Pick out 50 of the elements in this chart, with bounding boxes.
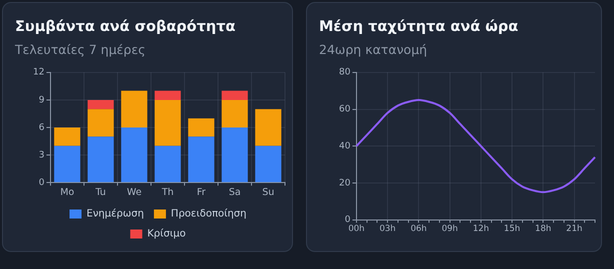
- x-tick-label: We: [126, 186, 142, 198]
- x-tick-label: Tu: [94, 186, 106, 198]
- bar: [188, 118, 214, 137]
- bar: [222, 90, 248, 100]
- bar: [54, 146, 80, 182]
- x-tick-label: Fr: [196, 186, 206, 198]
- y-tick-label: 80: [339, 68, 351, 78]
- y-tick-label: 0: [38, 178, 45, 188]
- x-tick-label: 12h: [472, 224, 490, 234]
- x-tick-label: 03h: [379, 224, 396, 234]
- chart-title: Συμβάντα ανά σοβαρότητα: [15, 19, 236, 35]
- y-tick-label: 20: [339, 178, 351, 188]
- bar: [222, 128, 248, 182]
- bar: [154, 90, 181, 100]
- bar: [222, 100, 248, 128]
- legend-label: Ενημέρωση: [86, 208, 144, 220]
- y-tick-label: 9: [38, 95, 45, 106]
- x-tick-label: 21h: [566, 224, 582, 234]
- y-tick-label: 0: [344, 215, 351, 226]
- x-tick-label: Sa: [228, 186, 241, 198]
- legend-label: Κρίσιμο: [147, 228, 186, 240]
- y-tick-label: 60: [339, 104, 351, 115]
- line-series: [355, 99, 596, 194]
- bar: [255, 146, 282, 182]
- y-tick-label: 3: [38, 150, 44, 160]
- bar: [154, 146, 181, 182]
- bar: [154, 100, 181, 146]
- x-tick-label: 15h: [504, 224, 520, 234]
- x-tick-label: Th: [160, 186, 174, 198]
- x-tick-label: 06h: [410, 224, 427, 234]
- bar: [121, 128, 148, 182]
- y-tick-label: 12: [33, 68, 44, 78]
- bar: [121, 90, 148, 128]
- chart-subtitle: 24ωρη κατανομή: [319, 42, 428, 57]
- y-tick-label: 40: [339, 141, 351, 152]
- legend-label: Προειδοποίηση: [170, 208, 246, 220]
- bar: [255, 109, 282, 146]
- bar: [188, 136, 214, 182]
- chart-subtitle: Τελευταίες 7 ημέρες: [15, 42, 146, 57]
- bar: [88, 136, 114, 182]
- x-tick-label: 00h: [348, 224, 365, 234]
- x-tick-label: 09h: [442, 224, 458, 234]
- bar: [88, 100, 114, 110]
- x-tick-label: Mo: [60, 186, 74, 198]
- bar: [88, 109, 114, 137]
- chart-title: Μέση ταχύτητα ανά ώρα: [319, 19, 518, 35]
- x-tick-label: 18h: [535, 224, 552, 234]
- bar: [54, 128, 80, 146]
- x-tick-label: Su: [262, 186, 274, 198]
- y-tick-label: 6: [38, 122, 45, 133]
